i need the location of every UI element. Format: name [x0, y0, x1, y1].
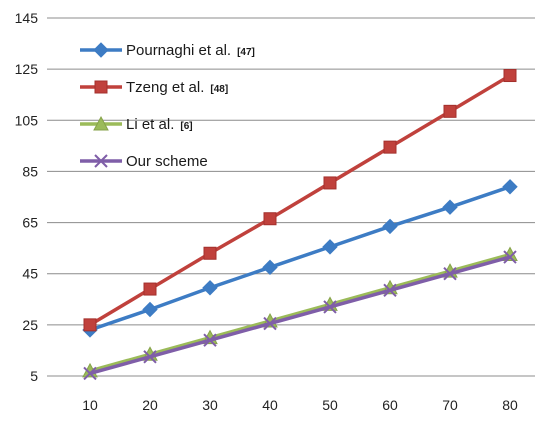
series-line-li-et-al — [89, 252, 511, 373]
legend-item-our-scheme: Our scheme — [80, 153, 208, 170]
legend-marker — [93, 42, 109, 58]
legend-ref: [48] — [210, 84, 228, 95]
y-tick-label: 5 — [30, 368, 38, 384]
x-tick-label: 50 — [322, 397, 338, 413]
series-line-tzeng-et-al — [89, 74, 511, 327]
x-marker-stroke — [383, 283, 397, 298]
data-point-tzeng-et-al — [383, 140, 397, 154]
x-tick-label: 30 — [202, 397, 218, 413]
data-point-pournaghi-et-al — [142, 301, 158, 318]
x-tick-label: 20 — [142, 397, 158, 413]
grid-lines — [47, 17, 535, 326]
data-point-tzeng-et-al — [263, 212, 277, 226]
data-point-tzeng-et-al — [83, 318, 97, 332]
legend-label: Tzeng et al. — [126, 79, 204, 96]
legend-item-li-et-al: Li et al. [6] — [80, 115, 193, 133]
data-point-tzeng-et-al — [443, 104, 457, 118]
data-point-our-scheme — [203, 333, 217, 347]
x-tick-label: 80 — [502, 397, 518, 413]
data-point-pournaghi-et-al — [262, 259, 278, 276]
x-tick-label: 70 — [442, 397, 458, 413]
series-line-our-scheme — [89, 255, 511, 376]
legend-ref: [6] — [180, 121, 192, 132]
legend-label: Our scheme — [126, 153, 208, 170]
series-group — [82, 69, 518, 381]
data-point-tzeng-et-al — [323, 176, 337, 190]
y-tick-label: 65 — [22, 215, 38, 231]
data-point-our-scheme — [443, 267, 457, 281]
y-tick-label: 145 — [15, 10, 39, 26]
x-marker-stroke — [94, 154, 108, 168]
data-point-pournaghi-et-al — [442, 199, 458, 215]
x-marker-stroke — [503, 250, 517, 264]
series-tzeng-et-al — [83, 69, 517, 332]
y-tick-label: 45 — [22, 266, 38, 282]
legend: Pournaghi et al. [47] Tzeng et al. [48] Li e… — [80, 42, 255, 170]
data-point-our-scheme — [143, 350, 157, 364]
series-our-scheme — [83, 250, 517, 381]
x-marker-stroke — [203, 333, 217, 347]
series-line-pournaghi-et-al — [89, 185, 511, 332]
data-point-pournaghi-et-al — [502, 179, 518, 195]
legend-ref: [47] — [237, 47, 255, 58]
x-marker-stroke — [143, 350, 157, 364]
x-marker-stroke — [263, 316, 277, 331]
y-tick-label: 125 — [15, 61, 39, 77]
y-tick-label: 85 — [22, 163, 38, 179]
y-tick-label: 25 — [22, 317, 38, 333]
data-point-pournaghi-et-al — [322, 239, 338, 255]
x-marker-stroke — [83, 366, 97, 381]
data-point-pournaghi-et-al — [382, 218, 398, 235]
legend-item-pournaghi-et-al: Pournaghi et al. [47] — [80, 42, 255, 59]
x-marker-stroke — [323, 300, 337, 314]
x-tick-label: 10 — [82, 397, 98, 413]
data-point-tzeng-et-al — [503, 69, 517, 83]
legend-marker — [94, 80, 108, 94]
data-point-tzeng-et-al — [203, 246, 217, 260]
x-tick-label: 40 — [262, 397, 278, 413]
data-point-pournaghi-et-al — [202, 280, 218, 296]
data-point-tzeng-et-al — [143, 282, 157, 296]
legend-marker — [93, 115, 109, 131]
data-point-our-scheme — [263, 316, 277, 331]
y-tick-label: 105 — [15, 112, 39, 128]
legend-item-tzeng-et-al: Tzeng et al. [48] — [80, 79, 228, 96]
legend-label: Li et al. — [126, 116, 174, 133]
data-point-our-scheme — [503, 250, 517, 264]
x-axis-tick-labels: 10 20 30 40 50 60 70 80 — [82, 397, 518, 413]
y-axis-tick-labels: 5 25 45 65 85 105 125 145 — [15, 10, 39, 384]
x-tick-label: 60 — [382, 397, 398, 413]
legend-label: Pournaghi et al. — [126, 42, 231, 59]
legend-marker — [94, 154, 108, 168]
data-point-our-scheme — [383, 283, 397, 298]
data-point-our-scheme — [83, 366, 97, 381]
x-marker-stroke — [443, 267, 457, 281]
data-point-our-scheme — [323, 300, 337, 314]
